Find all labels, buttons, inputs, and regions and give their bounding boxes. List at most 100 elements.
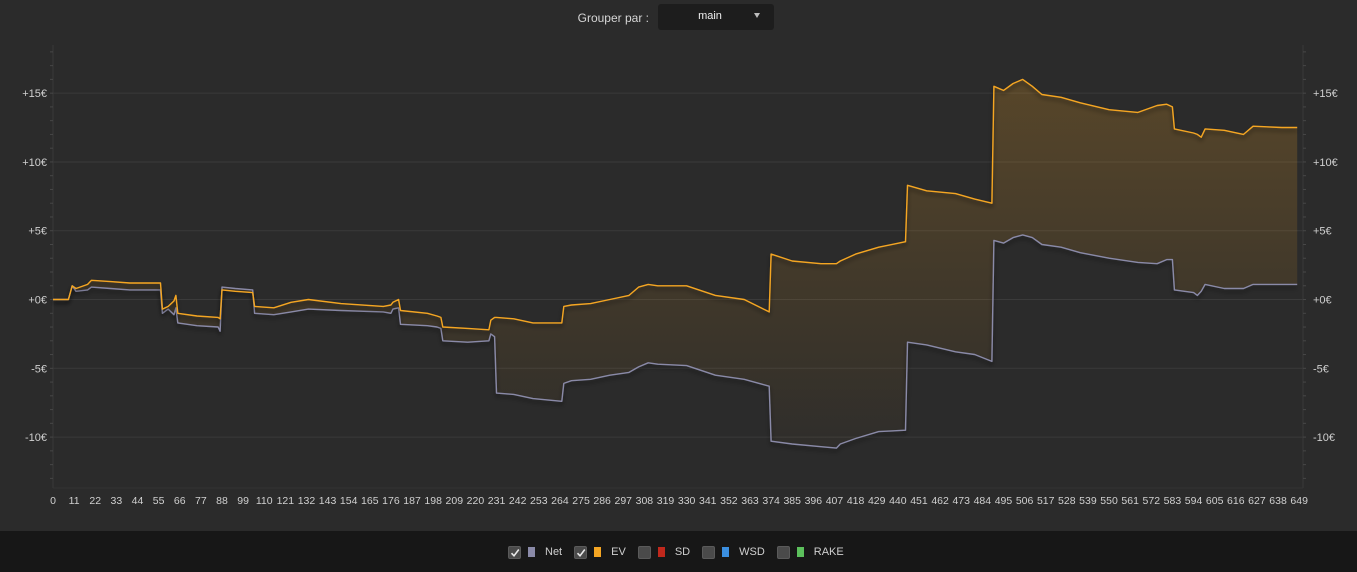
legend-bar: Net EV SD WSD RAKE: [0, 531, 1357, 572]
legend-label-wsd: WSD: [739, 546, 765, 558]
legend-item-ev[interactable]: EV: [574, 545, 626, 559]
x-tick-label: 99: [237, 495, 249, 507]
x-tick-label: 616: [1227, 495, 1245, 507]
legend-item-sd[interactable]: SD: [637, 545, 691, 559]
x-tick-label: 429: [868, 495, 886, 507]
x-tick-label: 572: [1143, 495, 1161, 507]
x-tick-label: 187: [403, 495, 421, 507]
y-tick-label: -5€: [1313, 363, 1329, 375]
x-tick-label: 605: [1206, 495, 1224, 507]
group-by-select[interactable]: main: [658, 4, 774, 30]
x-tick-label: 539: [1079, 495, 1097, 507]
x-tick-label: 242: [509, 495, 527, 507]
y-tick-label: +0€: [1313, 295, 1332, 307]
x-tick-label: 374: [762, 495, 780, 507]
x-tick-label: 561: [1121, 495, 1139, 507]
x-tick-label: 77: [195, 495, 207, 507]
x-tick-label: 253: [530, 495, 548, 507]
toolbar: Grouper par : main: [0, 0, 1357, 36]
x-tick-label: 11: [69, 495, 80, 507]
legend-swatch-wsd: [722, 547, 730, 557]
x-tick-label: 363: [741, 495, 759, 507]
y-tick-label: +5€: [1313, 226, 1332, 238]
legend-swatch-net: [528, 547, 535, 557]
x-tick-label: 341: [699, 495, 717, 507]
x-tick-label: 110: [256, 495, 273, 507]
y-tick-label: -5€: [31, 363, 47, 375]
x-tick-label: 121: [277, 495, 295, 507]
x-tick-label: 407: [826, 495, 844, 507]
legend: Net EV SD WSD RAKE: [508, 544, 856, 560]
x-tick-label: 264: [551, 495, 569, 507]
x-tick-label: 594: [1185, 495, 1203, 507]
x-tick-label: 297: [615, 495, 633, 507]
series-line-ev: [53, 78, 1298, 331]
y-tick-labels-right: +15€ +10€ +5€ +0€ -5€ -10€: [1313, 88, 1338, 444]
legend-label-rake: RAKE: [813, 546, 844, 558]
x-tick-label: 396: [805, 495, 823, 507]
x-tick-label: 198: [424, 495, 442, 507]
y-tick-label: -10€: [1313, 432, 1335, 444]
y-tick-label: -10€: [25, 432, 47, 444]
x-tick-labels: 0 11 22 33 44 55 66 77 88 99 110 121 132 143 154 165 176…: [50, 495, 1308, 507]
x-tick-label: 66: [174, 495, 186, 507]
legend-label-net: Net: [545, 546, 563, 558]
x-tick-label: 209: [446, 495, 464, 507]
checkmark-icon: [577, 548, 586, 557]
y-tick-label: +10€: [22, 157, 47, 169]
group-by-label: Grouper par :: [577, 11, 649, 25]
x-tick-label: 484: [974, 495, 992, 507]
y-tick-labels-left: +15€ +10€ +5€ +0€ -5€ -10€: [22, 88, 47, 444]
x-tick-label: 286: [593, 495, 611, 507]
legend-checkbox-wsd[interactable]: [702, 545, 716, 559]
legend-label-ev: EV: [611, 546, 626, 558]
x-tick-label: 0: [50, 495, 56, 507]
legend-checkbox-net[interactable]: [508, 545, 521, 559]
x-tick-label: 440: [889, 495, 907, 507]
legend-swatch-rake: [796, 547, 804, 557]
x-tick-label: 220: [467, 495, 485, 507]
ev-net-band: [53, 79, 1298, 449]
x-tick-label: 55: [153, 495, 165, 507]
legend-item-net[interactable]: Net: [508, 545, 563, 559]
x-tick-label: 330: [678, 495, 696, 507]
series-lines: [53, 78, 1298, 449]
x-tick-label: 495: [995, 495, 1013, 507]
x-tick-label: 385: [783, 495, 801, 507]
line-chart: +15€ +10€ +5€ +0€ -5€ -10€ +15€ +10€ +5€ +0€ -5€ -…: [22, 45, 1338, 507]
legend-checkbox-rake[interactable]: [776, 545, 790, 559]
caret-down-icon: [754, 13, 760, 18]
legend-checkbox-ev[interactable]: [574, 545, 588, 559]
checkmark-icon: [510, 548, 520, 557]
x-tick-label: 176: [382, 495, 400, 507]
y-tick-label: +15€: [22, 88, 47, 100]
x-tick-label: 33: [111, 495, 123, 507]
x-tick-label: 143: [319, 495, 337, 507]
axes: [50, 45, 1306, 489]
x-tick-label: 462: [931, 495, 949, 507]
legend-checkbox-sd[interactable]: [637, 545, 651, 559]
legend-item-wsd[interactable]: WSD: [702, 545, 765, 559]
x-tick-label: 627: [1248, 495, 1266, 507]
legend-item-rake[interactable]: RAKE: [776, 545, 844, 559]
y-tick-label: +15€: [1313, 88, 1338, 100]
x-tick-label: 583: [1164, 495, 1182, 507]
series-line-net: [53, 234, 1298, 449]
x-tick-label: 451: [910, 495, 928, 507]
legend-label-sd: SD: [674, 546, 691, 558]
x-tick-label: 638: [1269, 495, 1287, 507]
x-tick-label: 275: [572, 495, 590, 507]
x-tick-label: 231: [488, 495, 506, 507]
x-tick-label: 308: [636, 495, 654, 507]
x-tick-label: 44: [132, 495, 144, 507]
x-tick-label: 352: [720, 495, 738, 507]
y-tick-label: +10€: [1313, 157, 1338, 169]
x-tick-label: 88: [216, 495, 228, 507]
y-tick-label: +0€: [28, 295, 47, 307]
x-tick-label: 22: [89, 495, 101, 507]
x-tick-label: 550: [1100, 495, 1118, 507]
x-tick-label: 154: [340, 495, 358, 507]
legend-swatch-ev: [594, 547, 602, 557]
x-tick-label: 528: [1058, 495, 1076, 507]
legend-swatch-sd: [657, 547, 665, 557]
